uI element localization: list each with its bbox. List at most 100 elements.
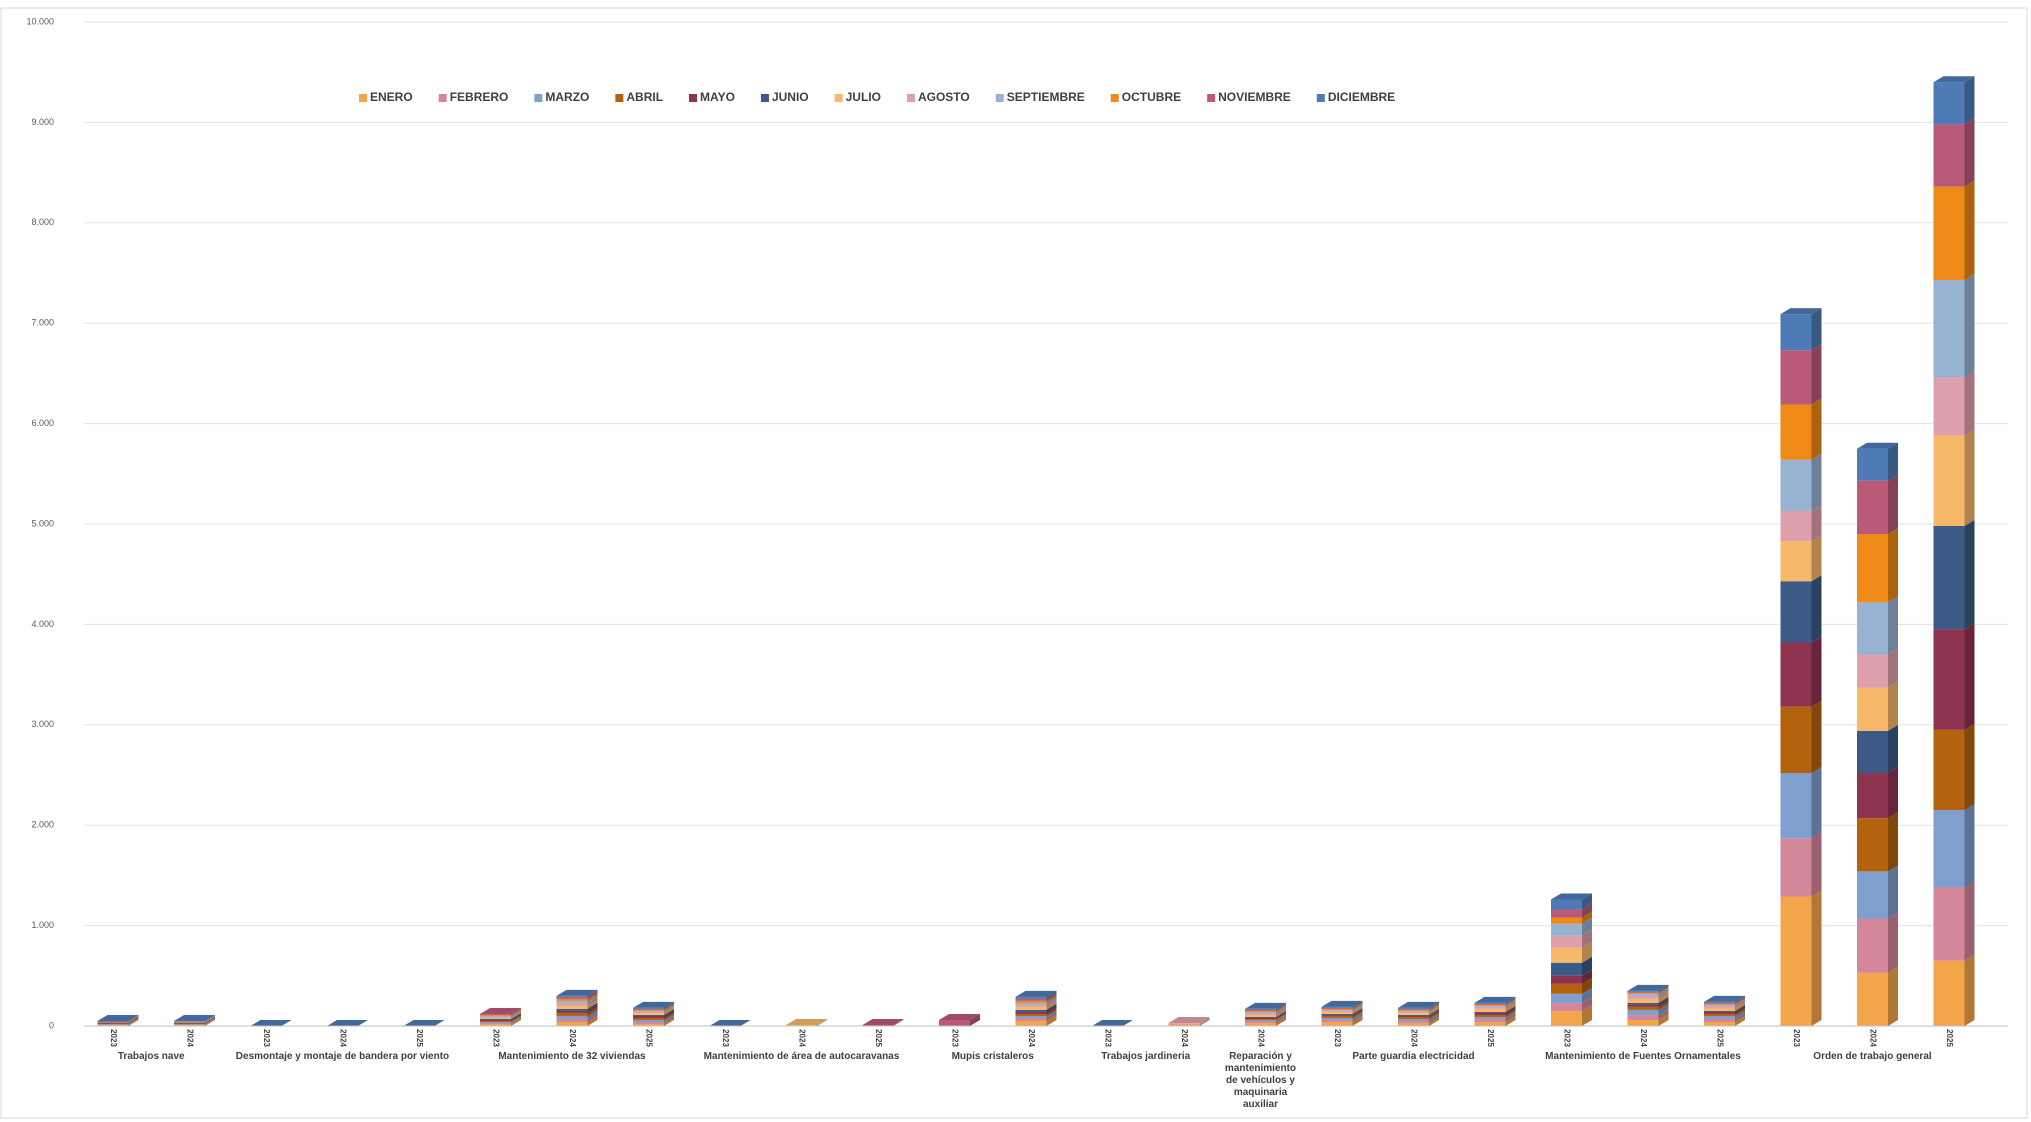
legend-swatch: [615, 94, 624, 102]
bar-side: [1964, 76, 1975, 125]
bar-side: [1658, 985, 1669, 993]
bar-segment: [480, 1017, 511, 1019]
bar-side: [511, 1015, 521, 1023]
bar-side: [1276, 1010, 1286, 1018]
bar-top: [97, 1014, 139, 1021]
bar-side: [511, 1016, 521, 1024]
bar-side: [1046, 990, 1057, 999]
bar-segment: [1627, 998, 1659, 1003]
bar-segment: [1704, 1018, 1735, 1022]
bar-segment: [1933, 629, 1965, 730]
bar-side: [1658, 989, 1669, 999]
bar-segment: [556, 1012, 588, 1016]
bar-side: [1658, 992, 1669, 1003]
bar-segment: [1857, 448, 1888, 481]
bar-segment: [1857, 871, 1888, 919]
bar-side: [1352, 1015, 1363, 1026]
bar-segment: [633, 1010, 664, 1012]
bar-top: [1092, 1020, 1133, 1026]
bar-side: [1888, 528, 1898, 603]
group-label: Mantenimiento de Fuentes Ornamentales: [1545, 1051, 1741, 1062]
bar-side: [1429, 1010, 1439, 1019]
legend-swatch: [760, 94, 769, 102]
bar-side: [1888, 966, 1898, 1026]
bar-side: [1658, 987, 1669, 996]
bar-side: [128, 1016, 139, 1023]
bar-side: [1735, 995, 1745, 1003]
bar-segment: [1857, 772, 1888, 819]
bar-segment: [556, 995, 588, 997]
bar-segment: [1933, 186, 1965, 281]
bar-side: [1964, 371, 1975, 436]
bar-segment: [1551, 993, 1582, 1003]
bar-side: [1811, 700, 1822, 773]
bar-segment: [1857, 687, 1888, 731]
bar-side: [1811, 453, 1822, 511]
x-tick-label: 2024: [1639, 1029, 1648, 1047]
bar-segment: [1627, 991, 1659, 993]
legend-label: ABRIL: [626, 90, 663, 104]
bar-segment: [1627, 995, 1659, 999]
bar-segment: [1321, 1010, 1353, 1012]
bar-side: [1888, 596, 1898, 655]
bar-top: [1321, 1000, 1363, 1007]
bar-top: [556, 989, 598, 996]
bar-side: [1811, 535, 1822, 582]
bar-side: [1735, 1009, 1745, 1019]
x-tick-label: 2023: [1103, 1029, 1112, 1047]
bar-side: [1658, 986, 1669, 994]
bar-segment: [556, 1010, 588, 1013]
bar-segment: [1627, 990, 1659, 992]
bar-side: [587, 1002, 598, 1011]
bar-side: [664, 1002, 674, 1010]
bar-side: [587, 999, 598, 1009]
bar-segment: [97, 1024, 129, 1025]
bar-side: [1735, 996, 1745, 1004]
legend-label: FEBRERO: [450, 90, 509, 104]
bar-side: [511, 1009, 521, 1017]
bar-segment: [174, 1023, 205, 1024]
bar-segment: [480, 1014, 511, 1016]
bar-side: [1964, 954, 1975, 1026]
bar-segment: [1245, 1016, 1276, 1018]
bar-segment: [1704, 1005, 1735, 1008]
bar-segment: [1551, 935, 1582, 948]
bar-segment: [1780, 772, 1812, 839]
bar-side: [1582, 929, 1592, 948]
bar-side: [1352, 1011, 1363, 1020]
bar-side: [205, 1018, 215, 1026]
group-label: Reparación y mantenimiento de vehículos …: [1224, 1051, 1297, 1110]
bar-segment: [1245, 1012, 1276, 1015]
bar-side: [1582, 956, 1592, 976]
bar-segment: [1551, 983, 1582, 994]
x-tick-label: 2025: [1715, 1029, 1724, 1047]
legend-swatch: [438, 94, 447, 102]
bar-segment: [480, 1015, 511, 1017]
bar-side: [1582, 917, 1592, 936]
bar-side: [1505, 1006, 1516, 1015]
bar-segment: [1015, 1006, 1047, 1010]
x-tick-label: 2024: [1868, 1029, 1877, 1047]
bar-side: [1276, 1013, 1286, 1021]
bar-side: [1276, 1004, 1286, 1012]
group-label: Mupis cristaleros: [951, 1051, 1034, 1062]
bar-segment: [1780, 350, 1812, 405]
bar-segment: [1321, 1011, 1353, 1014]
bar-side: [1582, 996, 1592, 1011]
bar-segment: [1627, 992, 1659, 994]
bar-top: [1704, 995, 1745, 1002]
bar-segment: [1933, 526, 1965, 630]
x-tick-label: 2023: [721, 1029, 730, 1047]
bar-segment: [1857, 654, 1888, 688]
bar-side: [1658, 1003, 1669, 1015]
bar-top: [1398, 1001, 1439, 1008]
bar-side: [1658, 998, 1669, 1007]
x-tick-label: 2024: [1180, 1029, 1189, 1047]
bar-side: [1811, 504, 1822, 542]
bar-side: [664, 1008, 674, 1016]
y-tick-label: 0: [49, 1020, 54, 1030]
bar-segment: [1780, 541, 1812, 582]
bar-side: [1964, 429, 1975, 527]
bar-side: [1429, 1016, 1439, 1026]
